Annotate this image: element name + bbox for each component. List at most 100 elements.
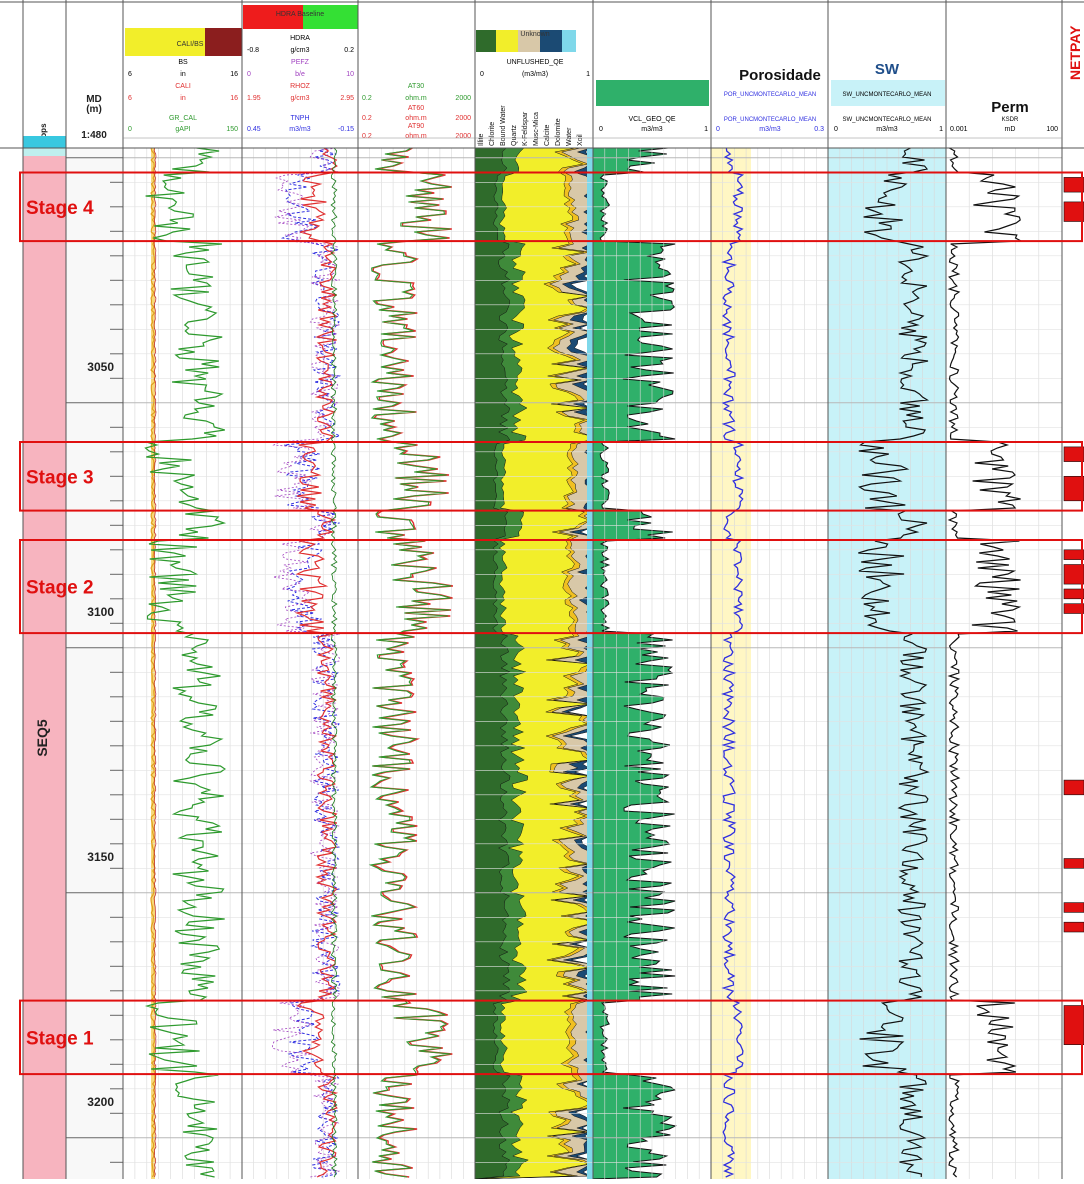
gr-curve-2-min: 0 [128, 126, 132, 133]
vcl-curve-0-min: 0 [599, 126, 603, 133]
gr-curve-2-max: 150 [226, 126, 238, 133]
mineral-label-9: Xoil [577, 134, 584, 146]
res-curve-2-unit: ohm.m [405, 133, 427, 140]
gr-curve-2-unit: gAPI [175, 126, 190, 133]
tops-top-band [23, 148, 66, 156]
perm-curve-0-unit: mD [1005, 126, 1016, 133]
por-title: Porosidade [739, 67, 821, 84]
por-curve-0-min: 0 [716, 126, 720, 133]
sw-curve-0-unit: m3/m3 [876, 126, 898, 133]
dens-curve-1-max: 10 [346, 71, 354, 78]
cali-bs-swatch-red [205, 28, 242, 56]
depth-tick-3050: 3050 [87, 360, 114, 374]
mineral-swatch-cyan [562, 30, 576, 52]
tops-header-band [23, 136, 66, 148]
stage-label-4: Stage 4 [26, 198, 94, 219]
depth-tick-3150: 3150 [87, 850, 114, 864]
vcl-legend-swatch [596, 80, 709, 106]
res-curve-1-min: 0.2 [362, 115, 372, 122]
dens-curve-0-unit: g/cm3 [290, 47, 309, 54]
stage-box-4 [19, 171, 1083, 243]
depth-axis: 3050 3100 3150 3200 [87, 360, 114, 1109]
perm-title: Perm [991, 99, 1029, 116]
mineral-label-1: Chlorite [489, 122, 496, 146]
mineral-label-4: K-Feldspar [522, 111, 529, 146]
dens-curve-3-min: 0.45 [247, 126, 261, 133]
dens-curve-1-name: PEFZ [291, 59, 310, 66]
tops-header: Tops [39, 123, 48, 142]
mineral-swatch-blue [540, 30, 562, 52]
stage-label-2: Stage 2 [26, 578, 94, 599]
dens-curve-3-max: -0.15 [338, 126, 354, 133]
depth-tick-3200: 3200 [87, 1095, 114, 1109]
dens-curve-2-min: 1.95 [247, 95, 261, 102]
tops-zone-label: SEQ5 [34, 719, 50, 757]
mineral-label-8: Water [566, 127, 573, 146]
mineral-label-3: Quartz [511, 124, 518, 146]
vcl-curve-0-unit: m3/m3 [641, 126, 663, 133]
mineral-label-5: Musc-Mica [533, 112, 540, 146]
vcl-curve-0-name: VCL_GEO_QE [628, 116, 675, 123]
netpay-interval-10 [1063, 902, 1084, 913]
at30-curve [368, 148, 452, 1178]
dens-curve-2-name: RHOZ [290, 83, 311, 90]
mineral-layer-0 [474, 148, 511, 1179]
log-curves [144, 148, 1024, 1178]
dens-curve-0-min: -0.8 [247, 47, 259, 54]
gr-curve-0-unit: in [180, 71, 186, 78]
gr-curve [144, 148, 227, 1178]
sw-curve-0-max: 1 [939, 126, 943, 133]
res-curve-1-unit: ohm.m [405, 115, 427, 122]
res-curve-1-max: 2000 [455, 115, 471, 122]
tnph-curve [280, 148, 342, 1178]
res-curve-0-max: 2000 [455, 95, 471, 102]
netpay-interval-7 [1063, 603, 1084, 614]
bs-curve [153, 148, 157, 1178]
sw-curve [857, 148, 930, 1178]
perm-curve-0-name: KSDR [1002, 117, 1019, 123]
dens-curve-3-name: TNPH [290, 115, 309, 122]
perm-curve-0-min: 0.001 [950, 126, 968, 133]
stage-box-2 [19, 539, 1083, 635]
gr-curve-1-unit: in [180, 95, 186, 102]
track-bg-1 [66, 148, 123, 1179]
min-curve-0-min: 0 [480, 71, 484, 78]
mineral-swatch-dark [476, 30, 496, 52]
res-curve-2-name: AT90 [408, 123, 424, 130]
depth-header: MD (m) [86, 94, 102, 115]
track-bg-0 [23, 148, 66, 1179]
dens-curve-0-max: 0.2 [344, 47, 354, 54]
dens-curve-3-unit: m3/m3 [289, 126, 311, 133]
dens-curve-0-name: HDRA [290, 35, 310, 42]
sw-curve-0-min: 0 [834, 126, 838, 133]
stage-box-3 [19, 441, 1083, 512]
mineral-label-6: Calcite [544, 124, 551, 146]
netpay-interval-9 [1063, 858, 1084, 869]
mineral-swatch-tan [518, 30, 540, 52]
track-grid [66, 148, 1062, 1179]
mineral-label-0: Illite [478, 133, 485, 146]
min-curve-0-unit: (m3/m3) [522, 71, 548, 78]
netpay-interval-3 [1063, 475, 1084, 502]
netpay-interval-2 [1063, 446, 1084, 462]
netpay-interval-1 [1063, 201, 1084, 222]
netpay-interval-0 [1063, 177, 1084, 193]
gr-curve-1-min: 6 [128, 95, 132, 102]
perm-curve-0-max: 100 [1046, 126, 1058, 133]
track-bg-9 [946, 148, 1062, 1179]
por-curve-0-max: 0.3 [814, 126, 824, 133]
netpay-interval-11 [1063, 921, 1084, 933]
log-header: Tops MD (m) 1:480 CALI/BS BS 6 in 16 CALI… [39, 5, 1083, 146]
hdra-swatch-green [303, 5, 358, 29]
dens-curve-2-unit: g/cm3 [290, 95, 309, 102]
gr-curve-2-name: GR_CAL [169, 115, 197, 122]
gr-legend-top: CALI/BS [177, 41, 204, 48]
dens-curve-1-min: 0 [247, 71, 251, 78]
gr-curve-0-max: 16 [230, 71, 238, 78]
dens-curve-2-max: 2.95 [340, 95, 354, 102]
netpay-interval-5 [1063, 564, 1084, 585]
por-curve-0-unit: m3/m3 [759, 126, 781, 133]
